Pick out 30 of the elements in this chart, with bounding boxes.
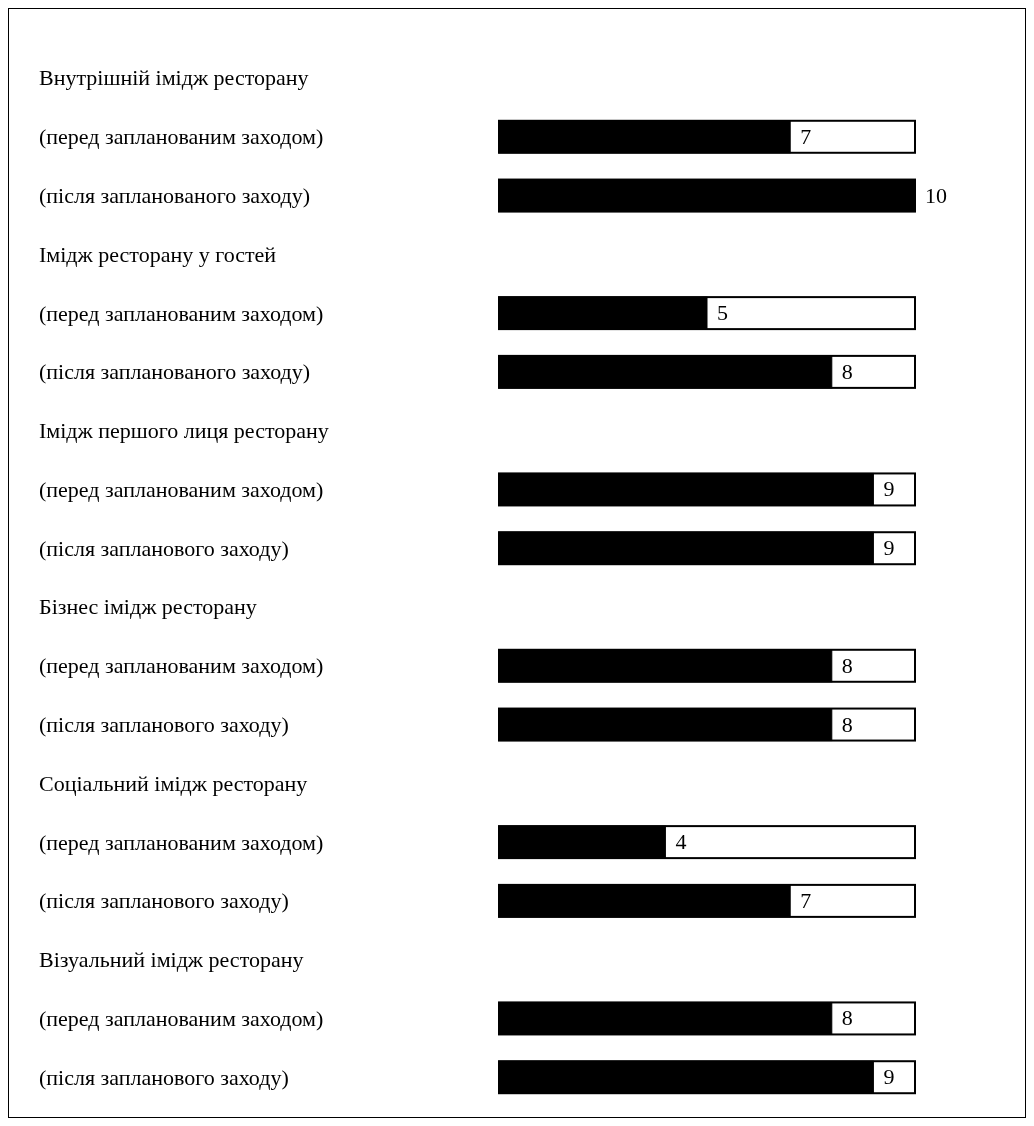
data-label: 8 xyxy=(841,1005,853,1031)
data-label: 8 xyxy=(841,652,853,678)
y-tick-label: Імідж ресторану у гостей xyxy=(39,241,277,267)
y-tick-label: Соціальний імідж ресторану xyxy=(39,770,308,796)
y-tick-label: (перед запланованим заходом) xyxy=(39,476,324,502)
y-tick-label: (перед запланованим заходом) xyxy=(39,653,324,679)
y-tick-label: (після запланового заходу) xyxy=(39,1064,289,1090)
data-label: 5 xyxy=(717,300,728,326)
y-tick-label: (перед запланованим заходом) xyxy=(39,1005,324,1031)
y-tick-label: (перед запланованим заходом) xyxy=(39,300,324,326)
y-tick-label: (перед запланованим заходом) xyxy=(39,124,324,150)
y-tick-label: (після запланового заходу) xyxy=(39,711,289,737)
y-tick-label: (після запланованого заходу) xyxy=(39,182,311,208)
data-label: 7 xyxy=(800,887,812,913)
data-label: 9 xyxy=(883,476,895,502)
y-tick-label: Візуальний імідж ресторану xyxy=(39,947,304,973)
y-tick-label: (після запланованого заходу) xyxy=(39,359,311,385)
y-tick-label: Бізнес імідж ресторану xyxy=(39,594,257,620)
data-label: 10 xyxy=(925,182,947,208)
data-label: 4 xyxy=(675,829,687,855)
data-label: 9 xyxy=(883,535,895,561)
y-tick-label: Внутрішній імідж ресторану xyxy=(39,65,309,91)
data-label: 7 xyxy=(800,123,812,149)
y-tick-label: (після запланового заходу) xyxy=(39,535,289,561)
y-tick-label: Імідж першого лиця ресторану xyxy=(39,418,329,444)
data-label: 9 xyxy=(883,1064,895,1090)
y-tick-label: (перед запланованим заходом) xyxy=(39,829,324,855)
y-tick-label: (після запланового заходу) xyxy=(39,888,289,914)
data-label: 8 xyxy=(841,711,853,737)
data-label: 8 xyxy=(841,358,853,384)
